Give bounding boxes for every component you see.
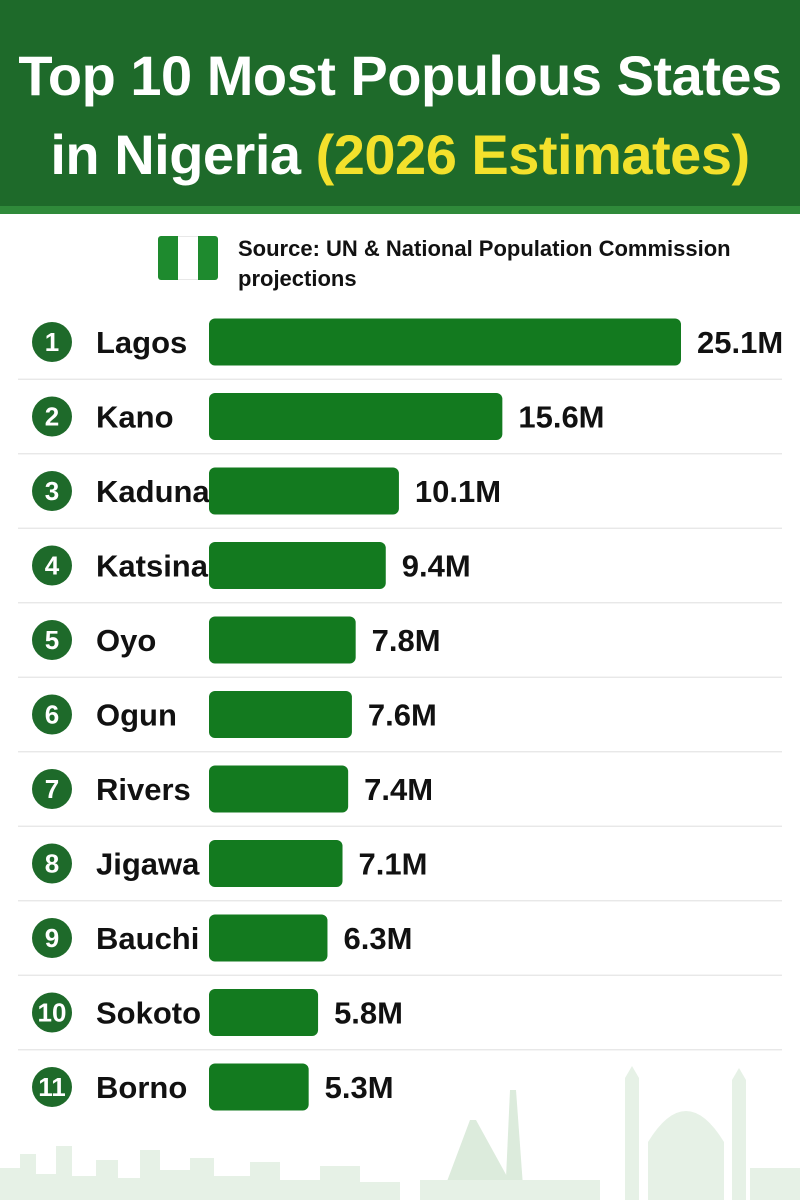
state-label: Oyo (96, 623, 156, 658)
flag-stripe-left (158, 236, 178, 280)
bar (209, 840, 343, 887)
title-highlight: (2026 Estimates) (315, 123, 751, 186)
rank-number: 4 (45, 551, 60, 581)
value-label: 9.4M (402, 549, 471, 584)
rank-number: 5 (45, 625, 59, 655)
rank-badge (32, 396, 72, 437)
bar (209, 691, 352, 738)
rank-number: 7 (45, 774, 59, 804)
bar (209, 318, 681, 366)
value-label: 10.1M (415, 474, 501, 509)
state-label: Jigawa (96, 847, 200, 882)
value-label: 7.1M (359, 847, 428, 882)
rank-badge (32, 620, 72, 660)
rank-number: 3 (45, 476, 59, 506)
bar (209, 616, 356, 664)
bar (209, 765, 349, 813)
bar (209, 914, 328, 962)
rank-badge (32, 545, 72, 586)
value-label: 15.6M (518, 400, 604, 435)
rank-number: 1 (45, 327, 59, 357)
skyline-illustration (0, 1066, 800, 1200)
flag-stripe-right (198, 236, 218, 280)
rank-badge (32, 322, 72, 362)
rank-number: 11 (38, 1072, 66, 1102)
value-label: 5.3M (325, 1070, 394, 1105)
state-label: Bauchi (96, 921, 199, 956)
rank-badge (32, 769, 72, 809)
rank-badge (32, 1067, 72, 1107)
rank-badge (32, 471, 72, 511)
state-label: Rivers (96, 772, 191, 807)
state-label: Lagos (96, 325, 187, 360)
rank-badge (32, 843, 72, 884)
rank-number: 9 (45, 923, 59, 953)
state-label: Kano (96, 400, 174, 435)
value-label: 7.6M (368, 698, 437, 733)
state-label: Borno (96, 1070, 187, 1105)
bar (209, 467, 399, 515)
nigeria-flag-icon (158, 236, 218, 280)
value-label: 7.8M (372, 623, 441, 658)
state-label: Sokoto (96, 996, 201, 1031)
state-label: Kaduna (96, 474, 210, 509)
value-label: 5.8M (334, 996, 403, 1031)
rank-number: 6 (45, 700, 59, 730)
state-label: Katsina (96, 549, 209, 584)
bar (209, 393, 503, 440)
source-note: Source: UN & National Population Commiss… (158, 234, 758, 296)
bar-chart: 1 Lagos 25.1M 2 Kano 15.6M 3 Kaduna 10.1M 4 Katsin… (18, 318, 783, 1111)
rank-badge (32, 694, 72, 735)
rank-number: 8 (45, 849, 59, 879)
rank-number: 2 (45, 402, 59, 432)
bar (209, 542, 386, 589)
flag-stripe-center (178, 236, 198, 280)
value-label: 25.1M (697, 325, 783, 360)
bar (209, 1063, 309, 1111)
title-line-2: in Nigeria (2026 Estimates) (0, 127, 800, 183)
value-label: 6.3M (343, 921, 412, 956)
value-label: 7.4M (364, 772, 433, 807)
state-label: Ogun (96, 698, 177, 733)
title-main: in Nigeria (50, 123, 301, 186)
header-banner: Top 10 Most Populous States in Nigeria (… (0, 0, 800, 214)
rank-number: 10 (38, 998, 67, 1028)
rank-badge (32, 992, 72, 1033)
title-line-1: Top 10 Most Populous States (18, 44, 782, 107)
rank-badge (32, 918, 72, 958)
source-text: Source: UN & National Population Commiss… (238, 236, 731, 291)
bar (209, 989, 319, 1036)
